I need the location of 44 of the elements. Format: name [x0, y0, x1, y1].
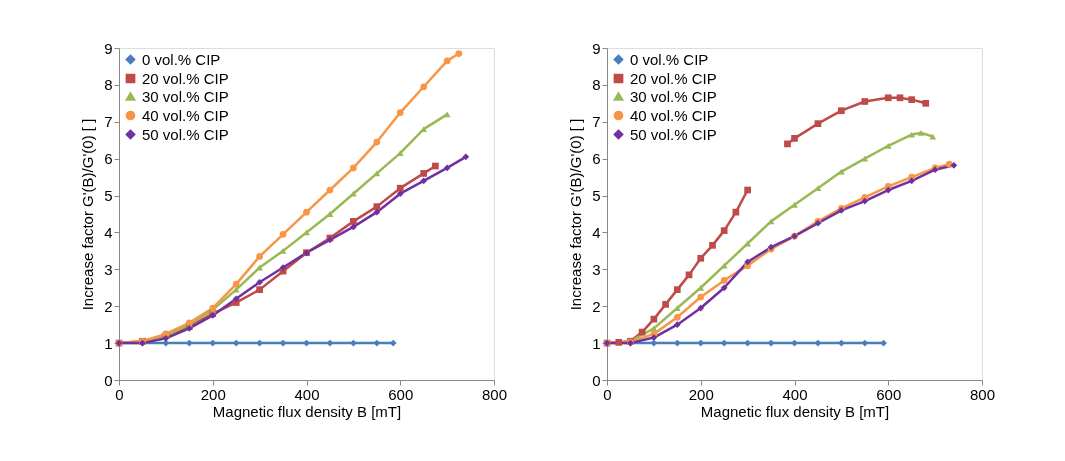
y-tick-label: 8 — [592, 76, 601, 94]
y-axis-title: Increase factor G'(B)/G'(0) [ ] — [79, 118, 97, 311]
x-tick-label: 0 — [115, 385, 124, 403]
legend-label: 20 vol.% CIP — [142, 69, 229, 87]
x-tick-label: 800 — [969, 385, 996, 403]
y-tick-label: 5 — [104, 187, 113, 205]
x-tick-label: 200 — [200, 385, 226, 403]
y-tick-label: 7 — [592, 113, 601, 131]
legend-label: 0 vol.% CIP — [630, 50, 709, 68]
y-tick-label: 6 — [592, 150, 601, 168]
x-tick-label: 400 — [294, 385, 320, 403]
x-axis-title: Magnetic flux density B [mT] — [700, 402, 890, 420]
legend-label: 50 vol.% CIP — [630, 125, 717, 143]
y-tick-label: 7 — [104, 113, 113, 131]
y-tick-label: 1 — [592, 334, 601, 352]
x-tick-label: 600 — [388, 385, 414, 403]
legend-label: 0 vol.% CIP — [142, 50, 221, 68]
legend-label: 30 vol.% CIP — [142, 87, 229, 105]
y-tick-label: 2 — [592, 297, 601, 315]
legend-label: 20 vol.% CIP — [630, 69, 717, 87]
y-tick-label: 2 — [104, 297, 113, 315]
legend-label: 30 vol.% CIP — [630, 87, 717, 105]
x-tick-label: 400 — [782, 385, 808, 403]
y-tick-label: 9 — [104, 39, 113, 57]
y-tick-label: 3 — [104, 260, 113, 278]
x-tick-label: 800 — [481, 385, 508, 403]
legend-label: 40 vol.% CIP — [142, 106, 229, 124]
y-tick-label: 0 — [592, 371, 601, 389]
y-tick-label: 1 — [104, 334, 113, 352]
x-tick-label: 200 — [688, 385, 714, 403]
y-tick-label: 4 — [592, 223, 601, 241]
y-tick-label: 5 — [592, 187, 601, 205]
y-tick-label: 9 — [592, 39, 601, 57]
y-tick-label: 8 — [104, 76, 113, 94]
y-tick-label: 4 — [104, 223, 113, 241]
y-axis-title: Increase factor G'(B)/G'(0) [ ] — [567, 118, 585, 311]
y-tick-label: 6 — [104, 150, 113, 168]
legend-label: 50 vol.% CIP — [142, 125, 229, 143]
x-tick-label: 0 — [603, 385, 612, 403]
x-tick-label: 600 — [876, 385, 902, 403]
x-axis-title: Magnetic flux density B [mT] — [212, 402, 402, 420]
legend-label: 40 vol.% CIP — [630, 106, 717, 124]
y-tick-label: 3 — [592, 260, 601, 278]
y-tick-label: 0 — [104, 371, 113, 389]
